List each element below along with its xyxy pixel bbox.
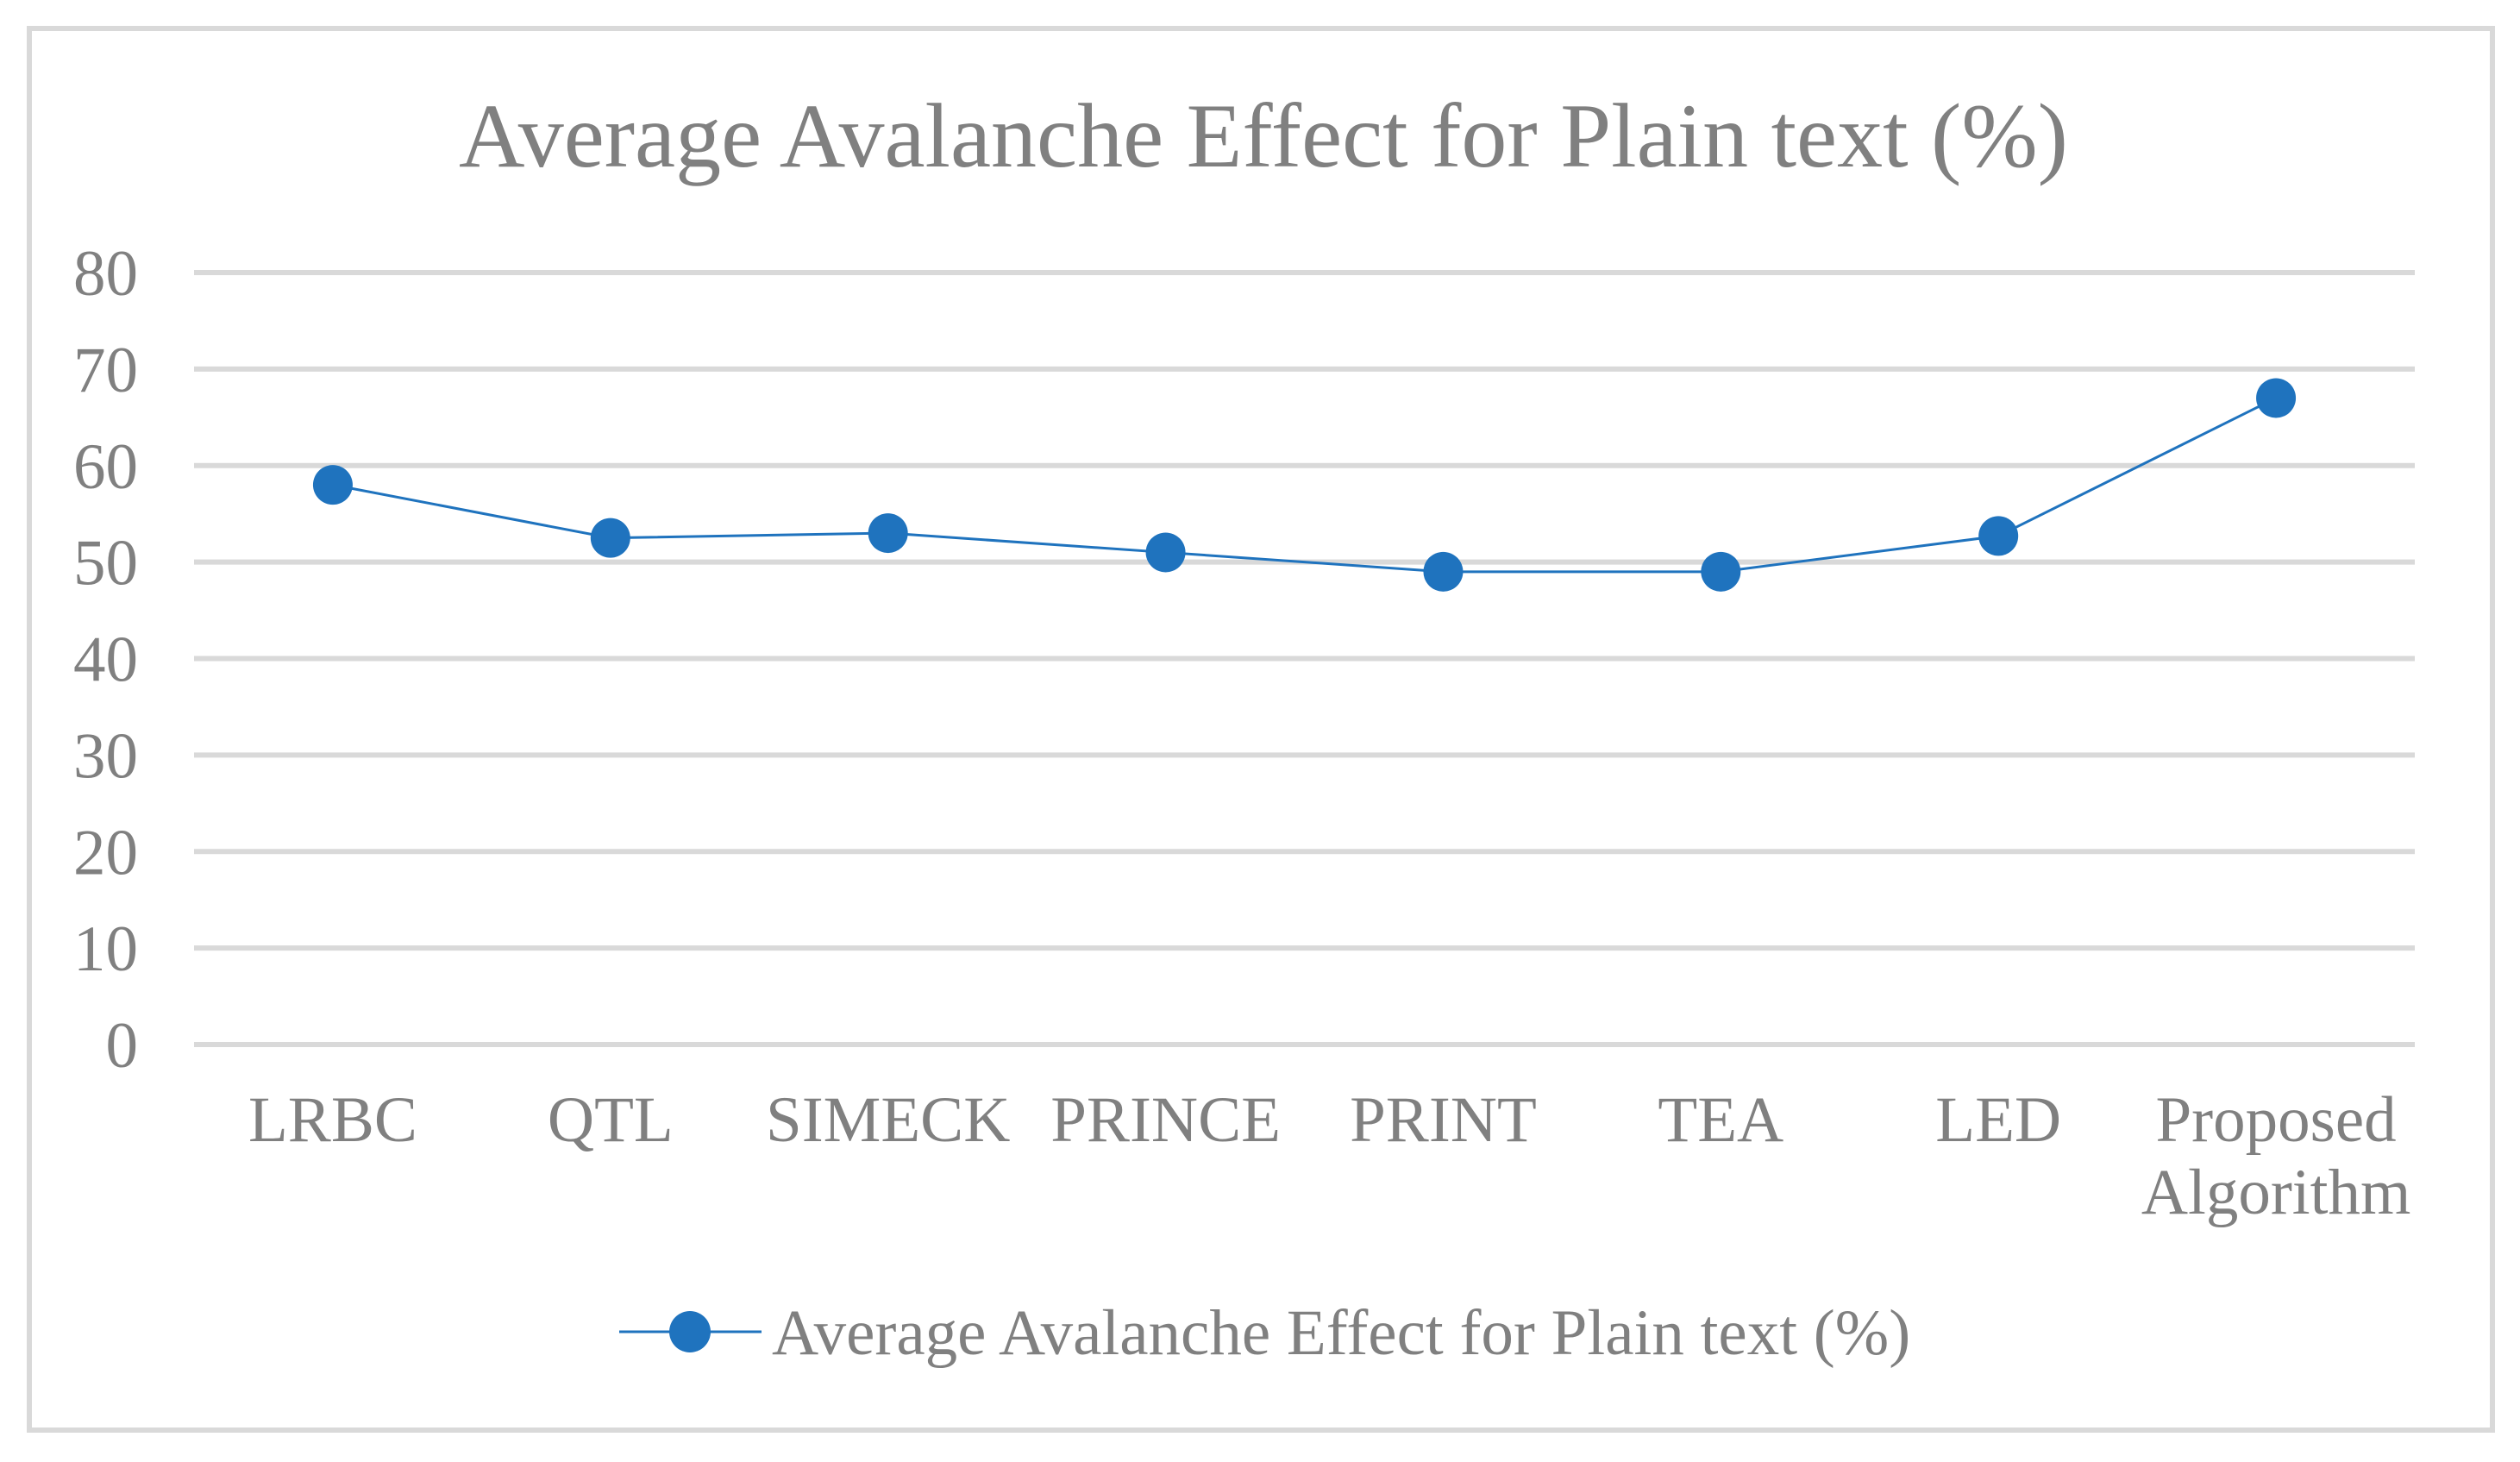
x-axis-category-label: QTL [548,1084,674,1156]
x-axis-category-label: LED [1935,1084,2061,1156]
data-point-marker [868,513,908,554]
y-axis-tick-label: 70 [73,335,138,406]
x-axis-category-label: PRINCE [1050,1084,1281,1156]
y-axis-tick-label: 80 [73,238,138,310]
y-axis-tick-label: 50 [73,528,138,599]
x-axis-category-label: LRBC [248,1084,417,1156]
data-point-marker [1423,551,1464,592]
data-point-marker [2256,378,2297,418]
data-point-marker [1145,532,1186,573]
x-axis-category-label: PRINT [1350,1084,1537,1156]
y-axis-tick-label: 20 [73,817,138,888]
y-axis-tick-label: 60 [73,431,138,503]
legend-label: Average Avalanche Effect for Plain text … [772,1297,1910,1369]
y-axis-tick-label: 30 [73,720,138,792]
x-axis-category-label: SIMECK [766,1084,1010,1156]
legend: Average Avalanche Effect for Plain text … [619,1297,1910,1369]
data-point-marker [312,465,353,505]
data-point-marker [590,518,630,558]
y-axis-tick-label: 10 [73,913,138,985]
chart-title: Average Avalanche Effect for Plain text … [459,85,2068,186]
x-axis-category-label: Proposed Algorithm [2141,1084,2411,1228]
chart-figure-border [27,26,2495,1433]
y-axis-tick-label: 0 [106,1010,139,1082]
data-point-marker [1701,551,1741,592]
gridlines [194,270,2415,1047]
data-series [312,378,2297,592]
y-axis-labels: 0 10 20 30 40 50 60 70 80 [73,238,138,1082]
series-line [332,397,2277,574]
x-axis-category-label: TEA [1658,1084,1783,1156]
data-point-marker [1978,516,2019,556]
x-axis-labels: LRBC QTL SIMECK PRINCE PRINT TEA LED Proposed Al… [248,1084,2410,1228]
legend-marker-icon [669,1311,711,1352]
y-axis-tick-label: 40 [73,624,138,696]
